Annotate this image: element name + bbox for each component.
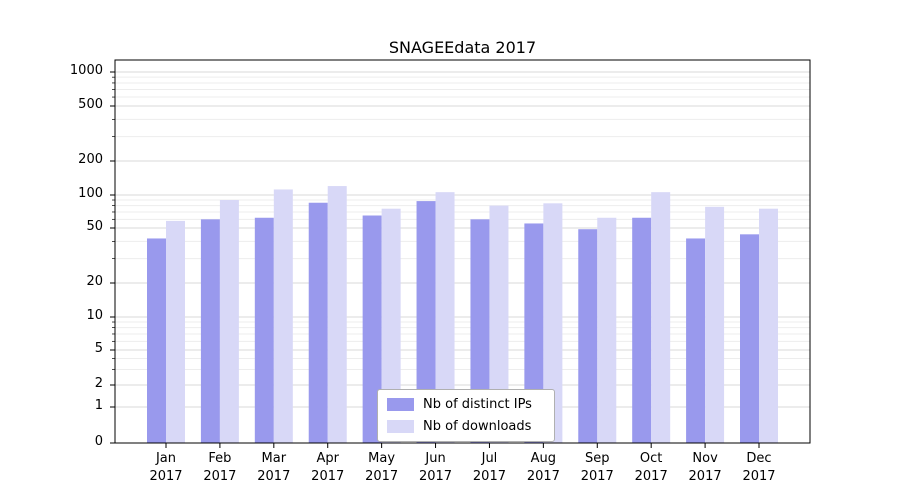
bar-distinct-ips-jul [470,219,490,443]
bar-downloads-nov [705,206,725,443]
bar-downloads-jan [166,220,185,443]
bar-distinct-ips-jan [147,238,166,443]
bar-downloads-jun [435,192,455,443]
bar-downloads-feb [219,200,239,443]
bar-distinct-ips-may [362,215,382,443]
bar-downloads-sep [597,217,617,443]
bar-downloads-apr [327,186,347,443]
legend-label-downloads: Nb of downloads [423,419,532,434]
bar-distinct-ips-oct [632,217,652,443]
bar-distinct-ips-sep [578,229,598,443]
chart-title: SNAGEEdata 2017 [388,38,537,57]
legend-row: Nb of downloads [387,419,532,434]
bar-distinct-ips-nov [686,238,706,443]
bar-distinct-ips-feb [200,219,220,443]
legend-row: Nb of distinct IPs [387,397,532,412]
legend: Nb of distinct IPs Nb of downloads [377,389,555,442]
bar-downloads-jul [489,205,509,443]
axes-box [114,59,811,444]
bar-downloads-dec [759,208,778,443]
bar-distinct-ips-dec [740,234,759,443]
legend-label-distinct-ips: Nb of distinct IPs [423,397,532,412]
bar-distinct-ips-aug [524,223,544,443]
bar-downloads-mar [273,189,293,443]
bar-distinct-ips-jun [416,201,436,443]
bar-distinct-ips-apr [308,202,328,443]
legend-swatch-downloads [387,420,414,433]
bar-downloads-oct [651,192,671,443]
bar-downloads-aug [543,203,563,443]
legend-swatch-distinct-ips [387,398,414,411]
bar-distinct-ips-mar [254,217,274,443]
bar-downloads-may [381,208,401,443]
